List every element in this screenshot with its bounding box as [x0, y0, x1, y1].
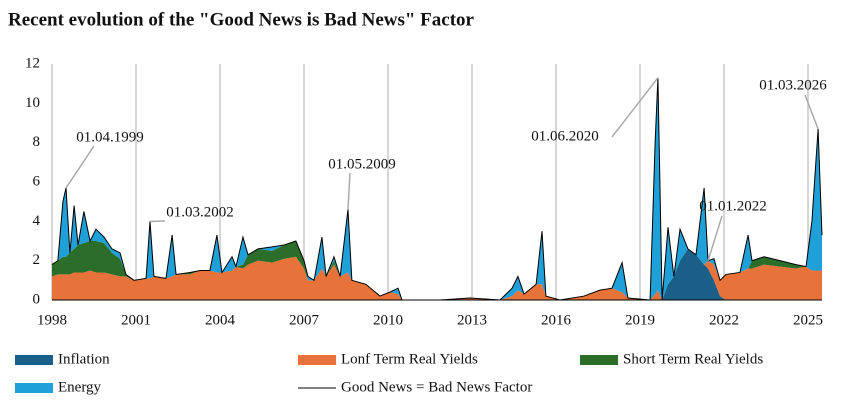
legend-label: Good News = Bad News Factor [341, 379, 532, 395]
y-tick-label: 10 [25, 95, 40, 111]
legend-label: Lonf Term Real Yields [341, 351, 478, 367]
annotation-leader [347, 172, 351, 210]
y-tick-label: 6 [33, 173, 41, 189]
annotation: 01.05.2009 [328, 156, 396, 172]
x-tick-label: 2004 [205, 312, 236, 328]
x-tick-label: 2001 [121, 312, 151, 328]
annotation: 01.06.2020 [531, 128, 599, 144]
annotation: 01.01.2022 [699, 198, 767, 214]
legend-label: Short Term Real Yields [623, 351, 763, 367]
y-tick-label: 0 [33, 291, 41, 307]
x-tick-label: 1998 [37, 312, 67, 328]
chart-title: Recent evolution of the "Good News is Ba… [8, 9, 475, 30]
factor-line [51, 77, 823, 301]
y-tick-label: 2 [33, 252, 41, 268]
x-tick-label: 2022 [709, 312, 739, 328]
area [52, 248, 822, 300]
area [52, 77, 822, 301]
legend-label: Inflation [58, 351, 110, 367]
legend-swatch [15, 355, 53, 365]
annotation-leader [611, 77, 659, 138]
x-tick-label: 2007 [289, 312, 320, 328]
y-tick-label: 4 [33, 213, 41, 229]
annotation: 01.03.2002 [166, 204, 234, 220]
legend-swatch [580, 355, 618, 365]
x-tick-label: 2013 [457, 312, 487, 328]
legend-swatch [298, 355, 336, 365]
annotation-leader [804, 94, 819, 130]
annotation: 01.03.2026 [759, 77, 827, 93]
annotation: 01.04.1999 [76, 129, 144, 145]
annotation-leader [65, 145, 95, 189]
x-tick-label: 2019 [625, 312, 655, 328]
x-tick-label: 2010 [373, 312, 403, 328]
legend-swatch [15, 383, 53, 393]
annotation-leader [707, 215, 723, 261]
x-tick-label: 2016 [541, 312, 572, 328]
legend-label: Energy [58, 379, 102, 395]
x-tick-label: 2025 [793, 312, 823, 328]
y-tick-label: 8 [33, 134, 41, 150]
y-tick-label: 12 [25, 55, 40, 71]
